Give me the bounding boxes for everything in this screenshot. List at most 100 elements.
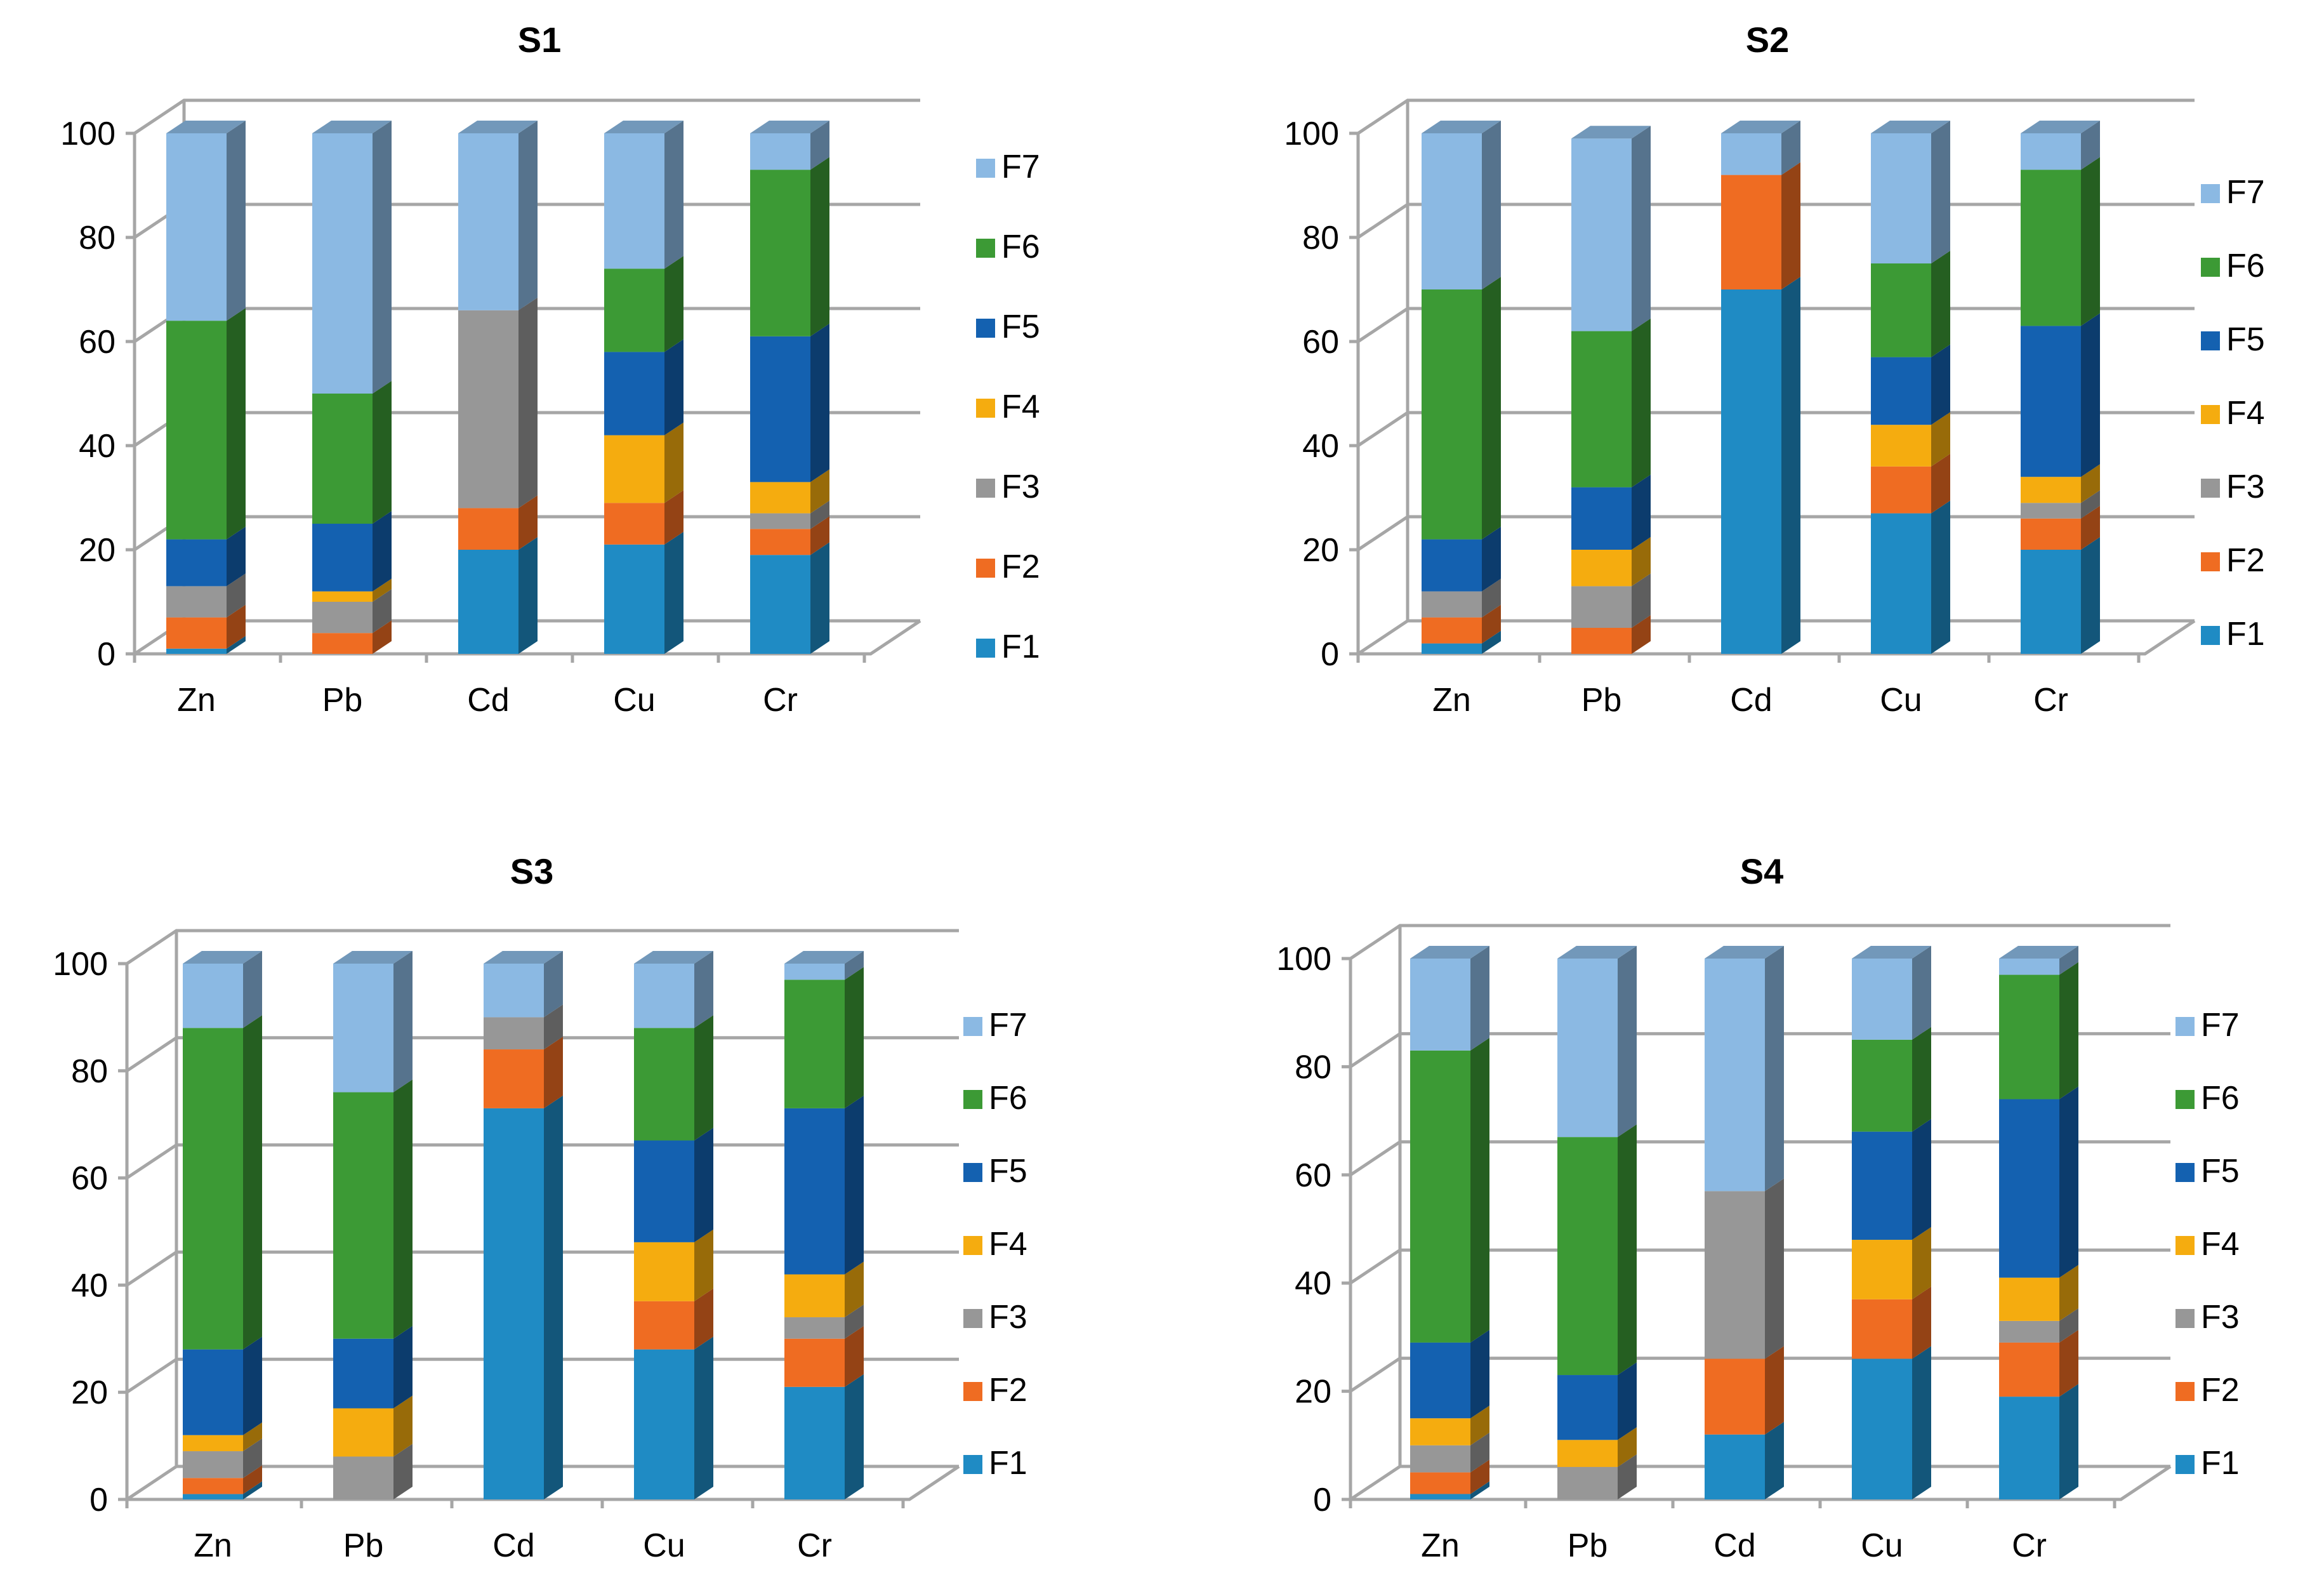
legend-item-f2: F2 — [976, 548, 1040, 585]
legend-item-f7: F7 — [963, 1007, 1027, 1044]
bar-s2-pb-f3 — [1571, 573, 1651, 628]
bar-top-cap — [1721, 121, 1800, 133]
bar-s4-pb-f3 — [1557, 1454, 1637, 1499]
y-tick-label: 20 — [1302, 532, 1339, 569]
bar-s4-cd-f3 — [1705, 1178, 1784, 1359]
bar-s3-zn-f2 — [183, 1465, 262, 1494]
bar-s3-zn-f5 — [183, 1336, 262, 1435]
bar-s3-cr-f1 — [784, 1374, 864, 1499]
legend-swatch — [2201, 626, 2220, 645]
bar-s1-cr-f7 — [750, 121, 829, 170]
legend-label: F7 — [1001, 149, 1040, 185]
legend-item-f4: F4 — [963, 1226, 1027, 1263]
y-tick-label: 20 — [79, 532, 116, 569]
bar-s3-cd-f7 — [484, 951, 563, 1018]
bar-s1-cu-f7 — [604, 121, 683, 269]
legend-item-f5: F5 — [2175, 1153, 2240, 1190]
bar-s4-cr-f5 — [1999, 1086, 2078, 1278]
bar-s1-cu-f2 — [604, 490, 683, 545]
legend-label: F4 — [2226, 395, 2265, 432]
bar-s1-zn-f2 — [166, 604, 246, 649]
bar-s3-pb-f6 — [333, 1079, 413, 1339]
bar-s2-pb-f6 — [1571, 318, 1651, 488]
bar-s2-cu-f2 — [1871, 453, 1950, 514]
y-tick-label: 100 — [60, 116, 116, 152]
bar-s4-cd-f7 — [1705, 946, 1784, 1192]
bar-s4-cu-f4 — [1852, 1227, 1931, 1299]
bar-s3-cu-f7 — [634, 951, 713, 1028]
x-category-label: Cd — [467, 682, 509, 719]
bar-s3-cr-f4 — [784, 1261, 864, 1318]
legend-swatch — [2175, 1163, 2195, 1182]
chart-panel-s2: S2 0 20 40 60 80 100 Zn Pb Cd Cu Cr F7 F6 F5 F4 F3 F2 F1 — [1284, 20, 2264, 719]
legend-label: F3 — [1001, 468, 1040, 505]
y-tick-label: 0 — [1313, 1482, 1331, 1518]
bar-top-cap — [2021, 121, 2100, 133]
bar-top-cap — [750, 121, 829, 133]
bar-s4-cr-f6 — [1999, 962, 2078, 1099]
bar-s4-cr-f3 — [1999, 1308, 2078, 1343]
legend-item-f5: F5 — [976, 309, 1040, 345]
legend-swatch — [976, 319, 995, 338]
y-tick-label: 80 — [79, 220, 116, 256]
legend-swatch — [2201, 258, 2220, 277]
bar-s1-pb-f5 — [312, 511, 392, 592]
legend-item-f2: F2 — [2175, 1372, 2240, 1409]
chart-panel-s1: S1 0 20 40 60 80 100 Zn Pb Cd Cu Cr F7 F6 F5 F4 F3 F2 F1 — [60, 20, 1040, 719]
y-tick-label: 80 — [1302, 220, 1339, 256]
bar-s4-cu-f5 — [1852, 1119, 1931, 1240]
bar-s2-cu-f7 — [1871, 121, 1950, 263]
legend-label: F1 — [989, 1445, 1027, 1482]
bar-s1-cu-f5 — [604, 339, 683, 435]
bar-s3-cu-f6 — [634, 1015, 713, 1141]
x-category-label: Cu — [613, 682, 655, 719]
y-tick-label: 60 — [1302, 324, 1339, 361]
legend-label: F3 — [2226, 468, 2265, 505]
legend-label: F2 — [1001, 548, 1040, 585]
x-category-label: Cr — [2012, 1527, 2047, 1564]
legend-swatch — [963, 1236, 982, 1255]
bar-s3-cu-f2 — [634, 1288, 713, 1350]
legend-swatch — [963, 1309, 982, 1328]
legend-label: F3 — [989, 1299, 1027, 1336]
bar-s2-zn-f5 — [1422, 526, 1501, 592]
legend-item-f7: F7 — [2201, 174, 2265, 211]
x-category-label: Cd — [1730, 682, 1772, 719]
chart-title: S1 — [518, 20, 562, 60]
bar-s2-pb-f5 — [1571, 474, 1651, 550]
chart-title: S2 — [1746, 20, 1790, 60]
legend-label: F5 — [989, 1153, 1027, 1190]
bar-s1-pb-f4 — [312, 578, 392, 602]
bar-s1-cd-f1 — [458, 537, 538, 654]
bar-s1-cr-f6 — [750, 157, 829, 336]
bar-s2-cr-f1 — [2021, 537, 2100, 654]
legend-item-f1: F1 — [2175, 1445, 2240, 1482]
bar-top-cap — [166, 121, 246, 133]
bar-top-cap — [312, 121, 392, 133]
legend-swatch — [2175, 1382, 2195, 1401]
bar-top-cap — [1852, 946, 1931, 959]
bar-top-cap — [458, 121, 538, 133]
bar-s4-cr-f1 — [1999, 1384, 2078, 1499]
legend-item-f6: F6 — [963, 1080, 1027, 1117]
bar-top-cap — [1557, 946, 1637, 959]
bar-s3-cr-f2 — [784, 1325, 864, 1387]
legend-label: F5 — [1001, 309, 1040, 345]
bar-top-cap — [1705, 946, 1784, 959]
x-category-label: Zn — [177, 682, 216, 719]
legend-swatch — [963, 1017, 982, 1036]
legend-label: F2 — [989, 1372, 1027, 1409]
bar-s4-zn-f3 — [1410, 1432, 1489, 1473]
bar-s2-cd-f7 — [1721, 121, 1800, 175]
legend-item-f2: F2 — [963, 1372, 1027, 1409]
bar-s1-cr-f3 — [750, 500, 829, 529]
bar-s2-cd-f1 — [1721, 277, 1800, 654]
bar-s1-pb-f7 — [312, 121, 392, 394]
bar-s4-cr-f2 — [1999, 1329, 2078, 1397]
legend-label: F1 — [2201, 1445, 2240, 1482]
bar-s1-zn-f7 — [166, 121, 246, 321]
bar-s2-cr-f5 — [2021, 313, 2100, 477]
bar-s3-cd-f2 — [484, 1037, 563, 1108]
y-tick-label: 0 — [97, 636, 116, 673]
